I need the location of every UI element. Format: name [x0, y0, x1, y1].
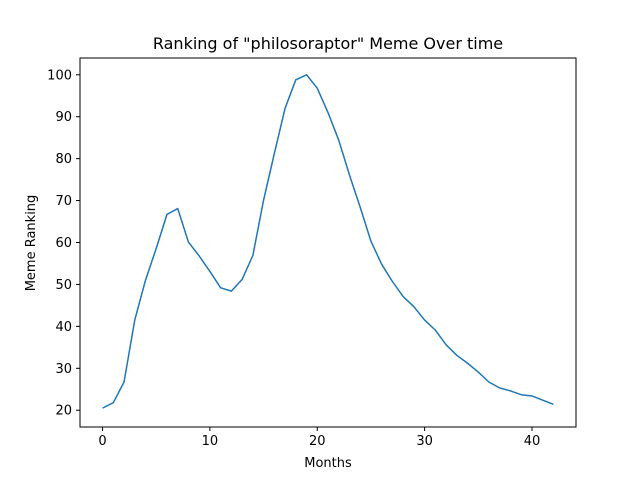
- y-tick-label: 30: [55, 362, 72, 377]
- x-tick-label: 40: [524, 434, 541, 449]
- x-tick-label: 10: [202, 434, 219, 449]
- x-tick-label: 20: [309, 434, 326, 449]
- series-line-philosoraptor: [102, 74, 554, 409]
- x-axis-label: Months: [304, 456, 352, 471]
- chart-title: Ranking of "philosoraptor" Meme Over tim…: [153, 34, 503, 53]
- y-tick-label: 70: [55, 194, 72, 209]
- y-tick-label: 80: [55, 152, 72, 167]
- y-tick-label: 40: [55, 320, 72, 335]
- x-axis: 0 10 20 30 40: [98, 427, 540, 449]
- y-tick-label: 60: [55, 236, 72, 251]
- y-axis-label: Meme Ranking: [24, 195, 39, 292]
- plot-frame: [79, 57, 577, 428]
- x-tick-label: 0: [98, 434, 106, 449]
- y-tick-label: 90: [55, 110, 72, 125]
- x-tick-label: 30: [416, 434, 433, 449]
- y-tick-label: 20: [55, 404, 72, 419]
- y-tick-label: 50: [55, 278, 72, 293]
- plot-area: [102, 74, 554, 409]
- y-tick-label: 100: [47, 68, 72, 83]
- y-axis: 20 30 40 50 60 70 80 90 100: [47, 68, 80, 419]
